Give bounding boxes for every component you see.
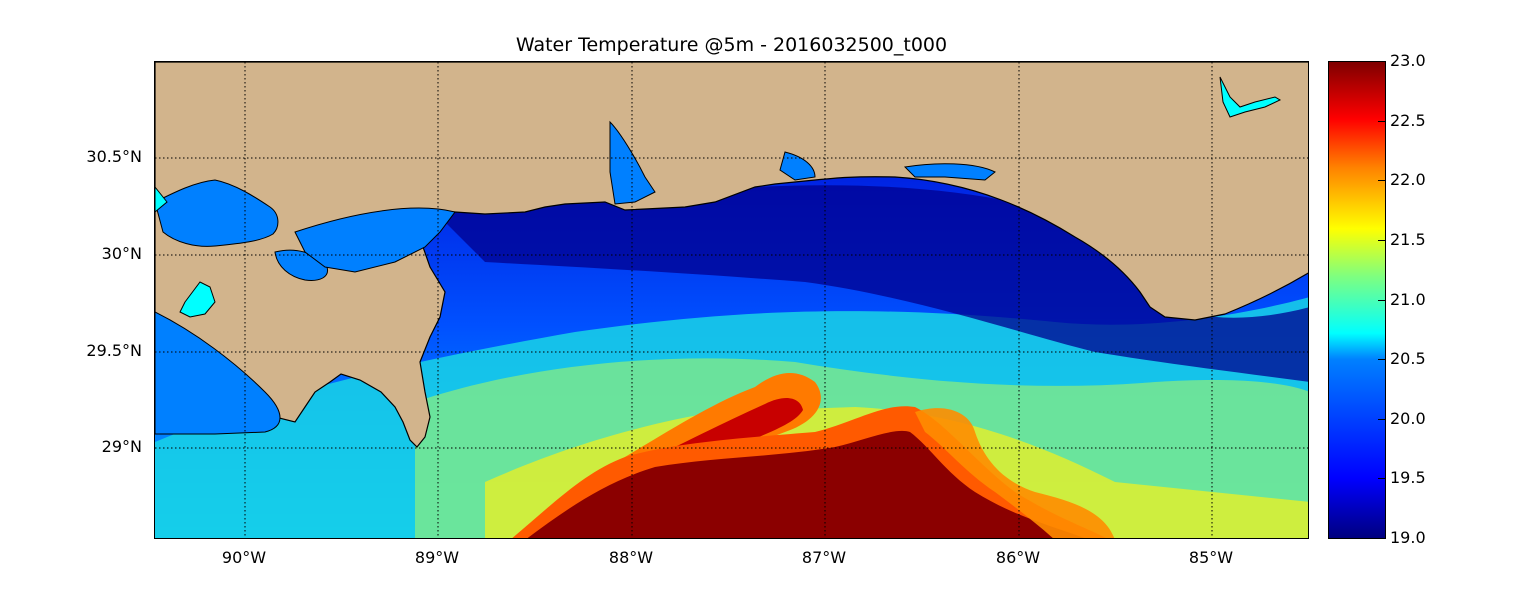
lon-label-87: 87°W [801,548,847,567]
lake-pontchartrain [155,179,279,247]
colorbar-tick-mark [1378,478,1386,480]
lon-label-86: 86°W [995,548,1041,567]
colorbar-tick-label: 19.5 [1390,468,1426,488]
map-panel [154,61,1309,539]
pensacola-bay [779,151,816,181]
map-title: Water Temperature @5m - 2016032500_t000 [515,34,948,56]
colorbar-tick-label: 21.5 [1390,229,1426,249]
colorbar-tick-label: 20.5 [1390,349,1426,369]
colorbar-tick-mark [1378,538,1386,539]
colorbar-tick-label: 22.0 [1390,170,1426,190]
colorbar-tick-label: 19.0 [1390,528,1426,547]
colorbar-tick-mark [1378,239,1386,241]
lake-maurepas [155,186,168,213]
colorbar-tick-mark [1378,418,1386,420]
graticule [155,62,1308,538]
colorbar-tick-mark [1378,180,1386,182]
lon-label-89: 89°W [414,548,460,567]
warm-eddy-arm [915,408,1115,538]
lat-label-29-5: 29.5°N [86,341,142,360]
colorbar-tick-mark [1378,120,1386,122]
temperature-map [155,62,1308,538]
warm-core-inner [527,430,1085,538]
colorbar-tick-mark [1378,299,1386,301]
colorbar-tick-mark [1378,359,1386,361]
colorbar-tick-label: 22.5 [1390,110,1426,130]
lat-label-29: 29°N [101,437,142,456]
barataria-bay [155,311,281,435]
lat-label-30: 30°N [101,244,142,263]
colorbar-tick-label: 21.0 [1390,289,1426,309]
colorbar-tick-label: 23.0 [1390,51,1426,70]
lake-seminole [1219,76,1282,118]
lon-label-90: 90°W [221,548,267,567]
lake-salvador [179,281,216,318]
colorbar-tick-label: 20.0 [1390,408,1426,428]
lat-label-30-5: 30.5°N [86,147,142,166]
colorbar-tick-mark [1378,61,1386,62]
choctawhatchee-bay [903,163,996,181]
colorbar [1328,61,1386,539]
lon-label-85: 85°W [1188,548,1234,567]
lon-label-88: 88°W [608,548,654,567]
mississippi-sound [294,207,456,273]
